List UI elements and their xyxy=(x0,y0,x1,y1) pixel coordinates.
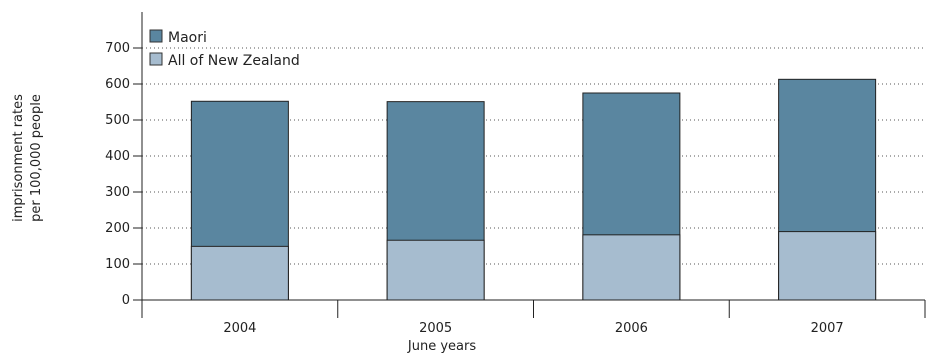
bar-all-nz-2005 xyxy=(386,239,485,301)
x-ticks: 2004 2005 2006 2007 xyxy=(141,300,926,336)
y-tick-label-0: 0 xyxy=(122,293,130,308)
legend-label-maori: Maori xyxy=(168,30,207,46)
y-tick-label-300: 300 xyxy=(105,185,130,200)
y-tick-label-600: 600 xyxy=(105,77,130,92)
y-tick-label-500: 500 xyxy=(105,113,130,128)
y-axis-title-line1: imprisonment rates xyxy=(11,94,26,222)
y-tick-label-700: 700 xyxy=(105,41,130,56)
x-tick-label-2005: 2005 xyxy=(419,321,452,336)
x-tick-label-2007: 2007 xyxy=(811,321,844,336)
y-axis-title: imprisonment rates per 100,000 people xyxy=(11,94,44,222)
y-tick-label-400: 400 xyxy=(105,149,130,164)
bar-all-nz-2004 xyxy=(190,245,289,301)
x-tick-label-2004: 2004 xyxy=(223,321,256,336)
bar-all-nz-2007 xyxy=(778,231,877,301)
legend-swatch-all-nz xyxy=(149,52,163,66)
x-tick-label-2006: 2006 xyxy=(615,321,648,336)
bar-all-nz-2006 xyxy=(582,234,681,301)
bars xyxy=(190,78,877,301)
legend-swatch-maori xyxy=(149,29,163,43)
legend-label-all-nz: All of New Zealand xyxy=(168,53,300,69)
x-axis-title: June years xyxy=(407,339,476,354)
y-ticks: 0 100 200 300 400 500 600 700 xyxy=(105,41,142,308)
y-axis-title-line2: per 100,000 people xyxy=(29,94,44,222)
y-tick-label-100: 100 xyxy=(105,257,130,272)
legend: Maori All of New Zealand xyxy=(149,29,300,69)
y-tick-label-200: 200 xyxy=(105,221,130,236)
